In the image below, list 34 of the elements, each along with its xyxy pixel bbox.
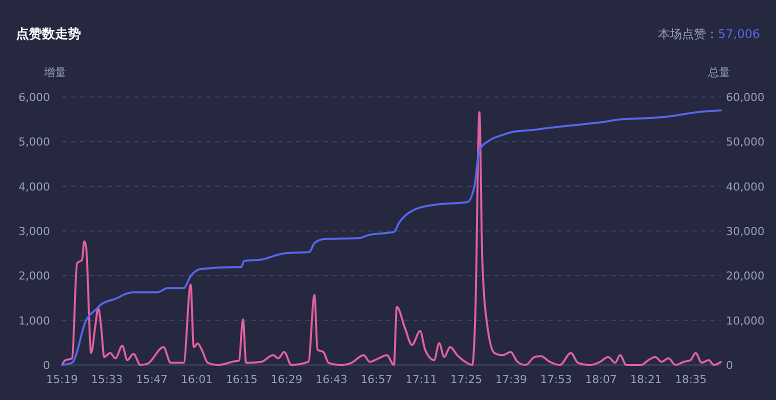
x-tick-label: 16:29 xyxy=(270,373,302,386)
y2-tick-label: 60,000 xyxy=(726,91,764,104)
y2-tick-label: 0 xyxy=(726,359,733,372)
x-tick-label: 16:15 xyxy=(226,373,258,386)
x-tick-label: 17:11 xyxy=(405,373,438,386)
y2-tick-label: 40,000 xyxy=(726,180,764,194)
y2-tick-label: 50,000 xyxy=(726,136,764,149)
y2-tick-label: 30,000 xyxy=(726,225,764,238)
x-tick-label: 15:19 xyxy=(46,373,78,386)
y2-tick-label: 20,000 xyxy=(726,270,764,283)
x-tick-label: 17:39 xyxy=(495,373,528,386)
text: 本场点赞： xyxy=(658,27,718,41)
y-tick-label: 1,000 xyxy=(18,314,50,328)
x-tick-label: 18:21 xyxy=(630,373,662,386)
chart-title: 点赞数走势 xyxy=(16,26,81,42)
y-tick-label: 2,000 xyxy=(18,270,50,283)
y2-tick-label: 10,000 xyxy=(726,314,764,328)
x-tick-label: 16:43 xyxy=(316,373,348,386)
y-tick-label: 4,000 xyxy=(18,180,50,194)
y2-axis-title: 总量 xyxy=(707,66,730,79)
x-tick-label: 18:07 xyxy=(585,373,617,386)
x-tick-label: 15:33 xyxy=(91,373,123,386)
y-tick-label: 5,000 xyxy=(18,136,50,149)
y-tick-label: 0 xyxy=(43,359,50,372)
y-axis-title: 增量 xyxy=(43,66,66,79)
x-tick-label: 17:25 xyxy=(450,373,482,386)
x-tick-label: 16:01 xyxy=(180,373,213,386)
text: 57,006 xyxy=(718,27,760,41)
x-tick-label: 18:35 xyxy=(674,373,707,386)
x-tick-label: 16:57 xyxy=(360,373,392,386)
y-tick-label: 6,000 xyxy=(18,91,50,104)
x-tick-label: 17:53 xyxy=(540,373,572,386)
x-tick-label: 15:47 xyxy=(136,373,168,386)
y-tick-label: 3,000 xyxy=(18,225,50,238)
